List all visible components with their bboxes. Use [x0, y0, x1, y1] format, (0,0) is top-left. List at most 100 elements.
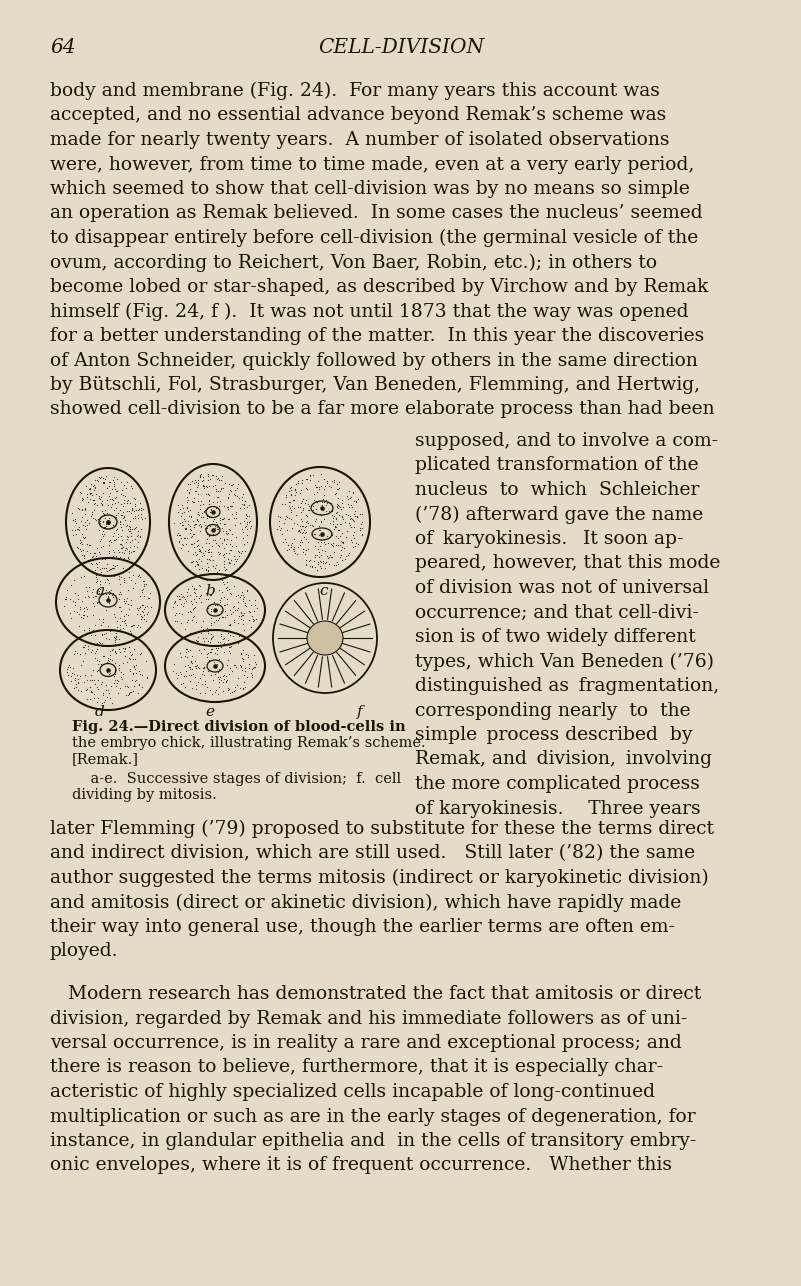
Point — [248, 652, 261, 673]
Point — [334, 496, 347, 517]
Point — [210, 595, 223, 616]
Point — [70, 513, 83, 534]
Point — [187, 589, 200, 610]
Point — [315, 545, 328, 566]
Point — [91, 661, 103, 682]
Point — [280, 486, 292, 507]
Text: 64: 64 — [50, 39, 75, 57]
Point — [80, 476, 93, 496]
Point — [328, 628, 341, 648]
Point — [292, 496, 304, 517]
Point — [324, 534, 337, 554]
Point — [319, 637, 332, 657]
Point — [196, 475, 209, 495]
Point — [312, 616, 325, 637]
Point — [228, 484, 241, 504]
Point — [229, 480, 242, 500]
Point — [85, 502, 98, 522]
Point — [274, 507, 287, 527]
Point — [83, 577, 95, 598]
Point — [215, 478, 227, 499]
Point — [211, 535, 224, 556]
Point — [299, 523, 312, 544]
Point — [112, 655, 125, 675]
Point — [88, 688, 101, 709]
Point — [308, 545, 321, 566]
Point — [187, 579, 200, 599]
Point — [217, 682, 230, 702]
Point — [330, 556, 343, 576]
Point — [127, 508, 140, 529]
Point — [86, 581, 99, 602]
Point — [70, 676, 83, 697]
Point — [241, 514, 254, 535]
Point — [118, 590, 131, 611]
Point — [223, 473, 235, 494]
Point — [307, 495, 320, 516]
Point — [332, 478, 344, 499]
Point — [296, 516, 309, 536]
Point — [120, 675, 133, 696]
Point — [233, 489, 246, 509]
Point — [122, 580, 135, 601]
Point — [185, 505, 198, 526]
Point — [85, 475, 98, 495]
Point — [308, 547, 321, 567]
Point — [215, 466, 228, 486]
Point — [95, 563, 107, 584]
Point — [114, 534, 127, 554]
Point — [304, 466, 317, 486]
Point — [68, 670, 81, 691]
Point — [356, 512, 368, 532]
Point — [317, 553, 330, 574]
Point — [329, 517, 342, 538]
Point — [237, 603, 250, 624]
Point — [69, 592, 82, 612]
Point — [127, 657, 140, 678]
Text: made for nearly twenty years.  A number of isolated observations: made for nearly twenty years. A number o… — [50, 131, 670, 149]
Text: nucleus  to  which  Schleicher: nucleus to which Schleicher — [415, 481, 699, 499]
Point — [303, 628, 316, 648]
Point — [111, 611, 123, 631]
Point — [77, 514, 90, 535]
Point — [98, 517, 111, 538]
Point — [218, 574, 231, 594]
Point — [299, 544, 312, 565]
Point — [76, 500, 89, 521]
Point — [305, 523, 318, 544]
Point — [93, 586, 106, 607]
Point — [343, 543, 356, 563]
Point — [214, 513, 227, 534]
Point — [245, 616, 258, 637]
Point — [96, 558, 109, 579]
Point — [228, 549, 241, 570]
Point — [224, 637, 237, 657]
Point — [130, 670, 143, 691]
Point — [333, 547, 346, 567]
Point — [215, 517, 228, 538]
Point — [209, 517, 222, 538]
Point — [221, 604, 234, 625]
Point — [315, 531, 328, 552]
Point — [313, 638, 326, 658]
Point — [82, 620, 95, 640]
Point — [207, 652, 220, 673]
Text: f: f — [357, 705, 363, 719]
Point — [115, 538, 128, 558]
Point — [212, 662, 225, 683]
Point — [203, 490, 215, 511]
Point — [218, 665, 231, 685]
Point — [100, 514, 113, 535]
Point — [203, 539, 215, 559]
Point — [186, 646, 199, 666]
Point — [217, 607, 230, 628]
Point — [123, 532, 136, 553]
Point — [295, 473, 308, 494]
Point — [189, 514, 202, 535]
Point — [175, 505, 187, 526]
Point — [80, 670, 93, 691]
Point — [110, 626, 123, 647]
Point — [227, 545, 240, 566]
Point — [205, 547, 218, 567]
Point — [90, 545, 103, 566]
